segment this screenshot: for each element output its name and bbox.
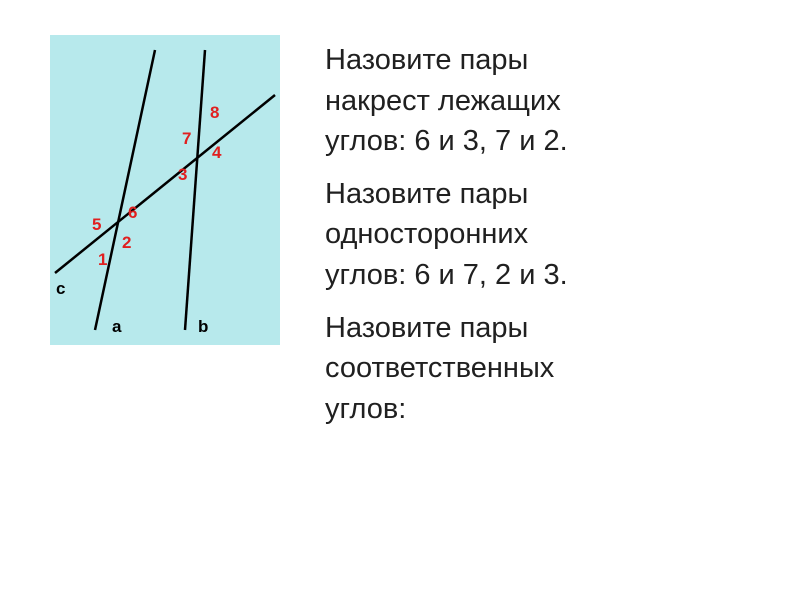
line-b xyxy=(185,50,205,330)
text-block-3: Назовите пары соответственных углов: xyxy=(325,308,780,430)
block1-line2: накрест лежащих xyxy=(325,81,780,122)
block3-line2: соответственных xyxy=(325,348,780,389)
angle-label-1: 1 xyxy=(98,250,107,270)
diagram-svg xyxy=(50,35,280,345)
block3-line3: углов: xyxy=(325,389,780,430)
block2-line1: Назовите пары xyxy=(325,174,780,215)
text-block-2: Назовите пары односторонних углов: 6 и 7… xyxy=(325,174,780,296)
line-label-a: a xyxy=(112,317,121,337)
angle-label-6: 6 xyxy=(128,203,137,223)
block2-line3: углов: 6 и 7, 2 и 3. xyxy=(325,255,780,296)
block2-line2: односторонних xyxy=(325,214,780,255)
angle-label-7: 7 xyxy=(182,129,191,149)
text-block-1: Назовите пары накрест лежащих углов: 6 и… xyxy=(325,40,780,162)
text-content: Назовите пары накрест лежащих углов: 6 и… xyxy=(280,30,780,570)
line-label-b: b xyxy=(198,317,208,337)
angle-label-3: 3 xyxy=(178,165,187,185)
angle-label-5: 5 xyxy=(92,215,101,235)
block1-line3: углов: 6 и 3, 7 и 2. xyxy=(325,121,780,162)
angle-label-4: 4 xyxy=(212,143,221,163)
line-a xyxy=(95,50,155,330)
angle-label-2: 2 xyxy=(122,233,131,253)
geometry-diagram: 1 2 5 6 3 4 7 8 c a b xyxy=(50,35,280,345)
line-c xyxy=(55,95,275,273)
line-label-c: c xyxy=(56,279,65,299)
block3-line1: Назовите пары xyxy=(325,308,780,349)
block1-line1: Назовите пары xyxy=(325,40,780,81)
angle-label-8: 8 xyxy=(210,103,219,123)
